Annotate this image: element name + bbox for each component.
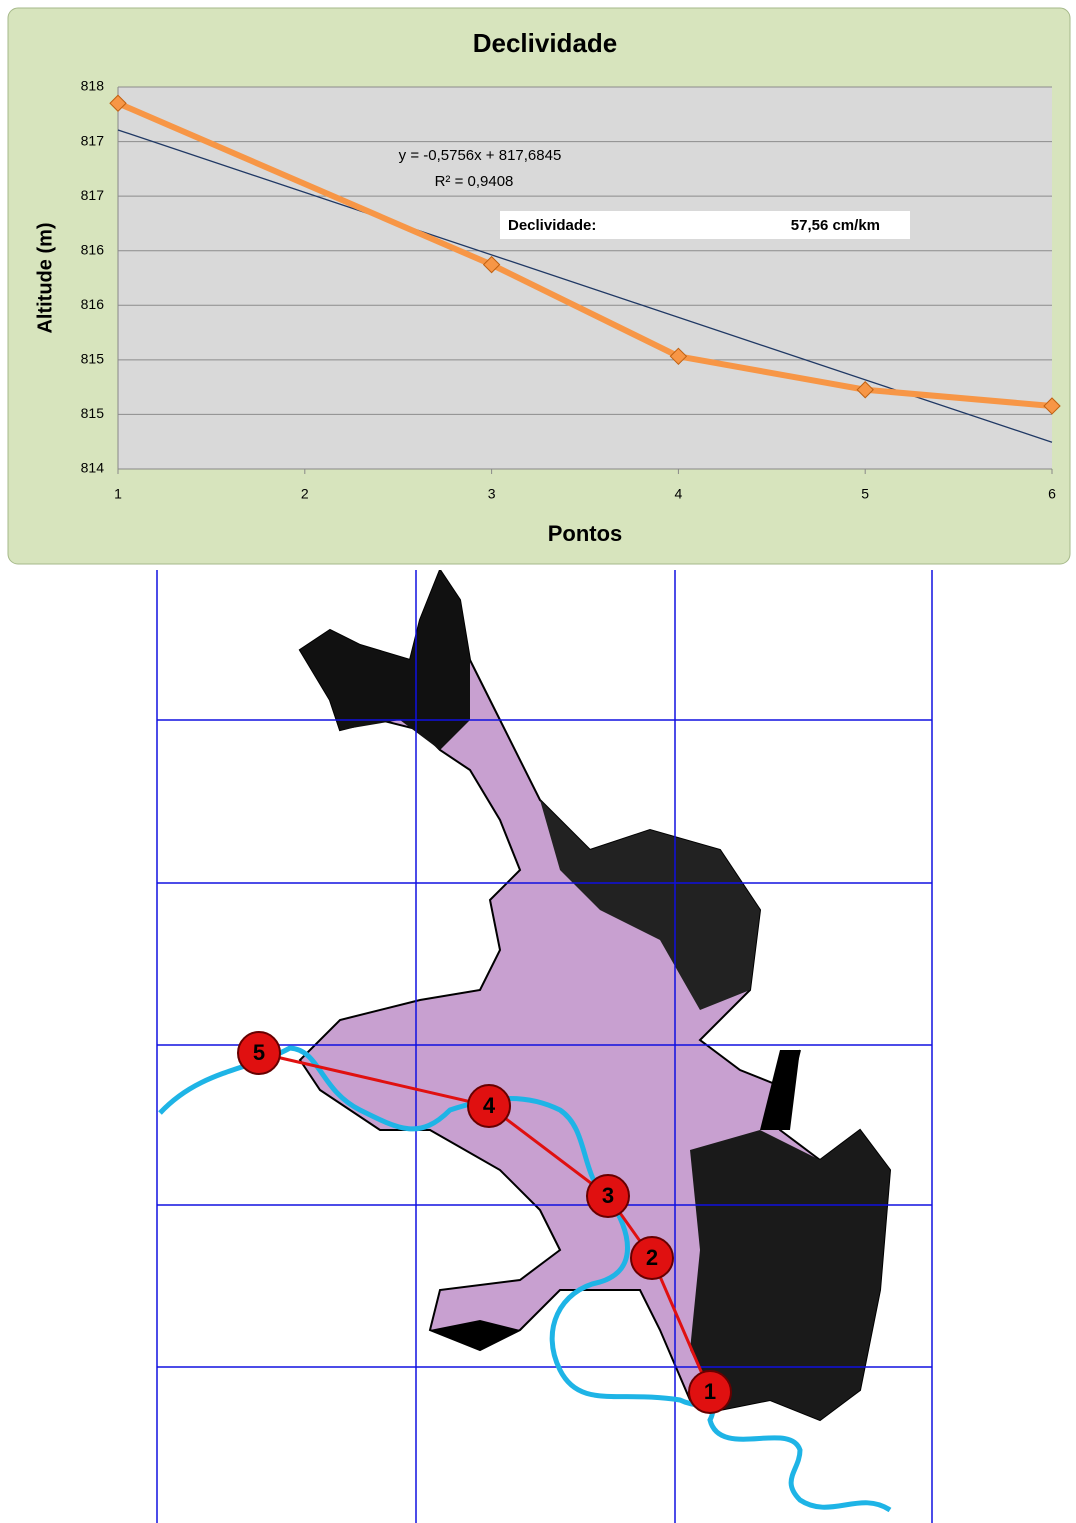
page: Declividade Altitude (m) Pontos y = -0,5… [0,0,1076,1523]
y-tick-label: 816 [81,296,105,312]
slope-value: 57,56 cm/km [791,217,880,234]
map: 1 2 3 4 5 [0,570,1076,1523]
y-tick-label: 817 [81,187,105,203]
x-tick-label: 1 [114,486,122,502]
x-tick-label: 6 [1048,486,1056,502]
map-point-label: 4 [483,1093,496,1118]
map-point-label: 3 [602,1183,614,1208]
y-tick-label: 817 [81,132,105,148]
y-tick-label: 815 [81,405,105,421]
x-tick-label: 2 [301,486,309,502]
map-point-label: 1 [704,1379,716,1404]
x-axis-label: Pontos [548,521,623,546]
x-tick-label: 5 [861,486,869,502]
slope-label: Declividade: [508,217,596,234]
y-tick-label: 814 [81,460,105,476]
y-tick-label: 818 [81,78,105,94]
y-tick-label: 816 [81,241,105,257]
map-point-label: 5 [253,1040,265,1065]
plot-area [118,87,1052,469]
r-squared: R² = 0,9408 [435,173,514,190]
terrain [300,570,890,1420]
x-tick-label: 4 [675,486,683,502]
x-tick-label: 3 [488,486,496,502]
y-axis-label: Altitude (m) [34,222,56,333]
y-tick-label: 815 [81,351,105,367]
chart: Declividade Altitude (m) Pontos y = -0,5… [0,0,1076,570]
chart-title: Declividade [473,28,618,58]
trend-equation: y = -0,5756x + 817,6845 [399,147,562,164]
map-point-label: 2 [646,1245,658,1270]
